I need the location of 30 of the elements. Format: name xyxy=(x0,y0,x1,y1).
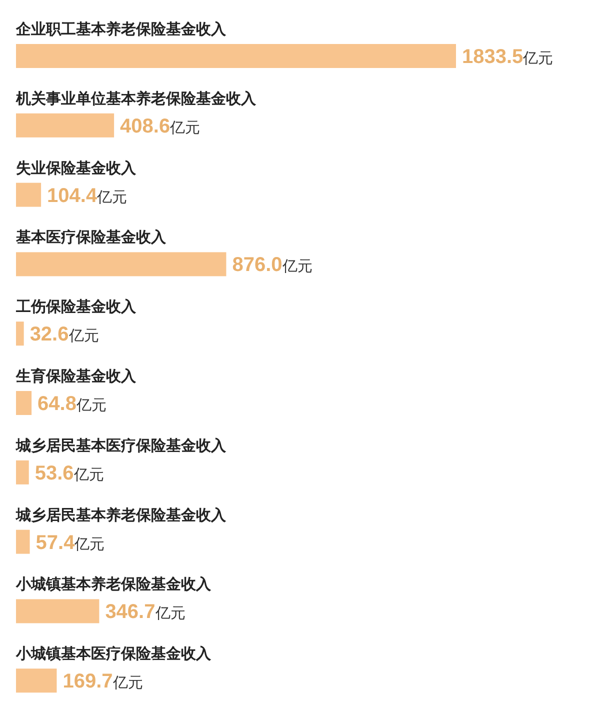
data-label: 876.0亿元 xyxy=(232,254,312,276)
y-tick-label: 基本医疗保险基金收入 xyxy=(15,228,167,246)
bar xyxy=(16,530,30,554)
y-tick-label: 失业保险基金收入 xyxy=(16,158,137,177)
data-label: 346.7亿元 xyxy=(105,601,186,624)
y-tick-label: 城乡居民基本养老保险基金收入 xyxy=(15,506,227,524)
y-tick-label: 小城镇基本养老保险基金收入 xyxy=(15,575,212,594)
data-label: 104.4亿元 xyxy=(47,184,128,207)
data-label: 408.6亿元 xyxy=(120,115,200,138)
data-label: 1833.5亿元 xyxy=(462,46,554,68)
bar xyxy=(16,391,32,415)
y-tick-label: 机关事业单位基本养老保险基金收入 xyxy=(15,89,257,108)
y-tick-label: 工伤保险基金收入 xyxy=(15,298,137,316)
bar xyxy=(16,113,114,138)
y-tick-label: 生育保险基金收入 xyxy=(15,367,137,385)
bar xyxy=(16,182,42,207)
data-label: 57.4亿元 xyxy=(36,532,105,554)
y-tick-label: 小城镇基本医疗保险基金收入 xyxy=(15,644,212,663)
bar xyxy=(16,252,226,276)
bar xyxy=(16,599,100,624)
data-label: 64.8亿元 xyxy=(38,393,106,415)
data-label: 169.7亿元 xyxy=(62,670,143,693)
y-tick-label: 城乡居民基本医疗保险基金收入 xyxy=(15,436,227,454)
bar xyxy=(16,460,29,484)
bar xyxy=(16,44,456,68)
bar xyxy=(16,668,57,693)
data-label: 53.6亿元 xyxy=(34,462,104,484)
data-label: 32.6亿元 xyxy=(30,324,99,346)
y-tick-label: 企业职工基本养老保险基金收入 xyxy=(15,20,227,38)
bar xyxy=(16,322,24,346)
